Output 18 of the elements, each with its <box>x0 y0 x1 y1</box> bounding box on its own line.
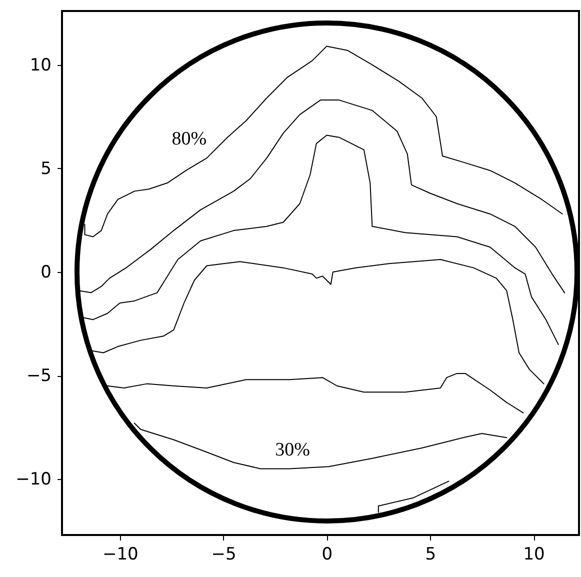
line-series <box>378 480 450 513</box>
x-tick-label: −5 <box>211 544 236 564</box>
x-tick-label: 5 <box>425 544 436 564</box>
y-tick-label: 0 <box>40 262 52 282</box>
y-tick-label: 10 <box>30 55 52 76</box>
y-tick-label: 5 <box>40 158 52 179</box>
y-tick-label: −10 <box>16 470 52 490</box>
x-tick-label: −10 <box>102 544 138 564</box>
annotation: 30% <box>275 440 310 461</box>
line-series <box>78 100 566 294</box>
y-tick-label: −5 <box>26 366 52 386</box>
line-series <box>106 372 524 414</box>
line-series <box>84 46 563 238</box>
line-series <box>90 259 544 384</box>
x-tick-label: 0 <box>322 544 333 564</box>
annotation: 80% <box>172 128 207 150</box>
line-series <box>134 422 508 470</box>
x-tick-label: 10 <box>523 544 545 564</box>
